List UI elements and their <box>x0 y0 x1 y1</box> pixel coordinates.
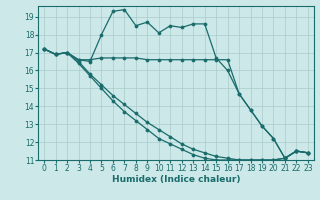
X-axis label: Humidex (Indice chaleur): Humidex (Indice chaleur) <box>112 175 240 184</box>
